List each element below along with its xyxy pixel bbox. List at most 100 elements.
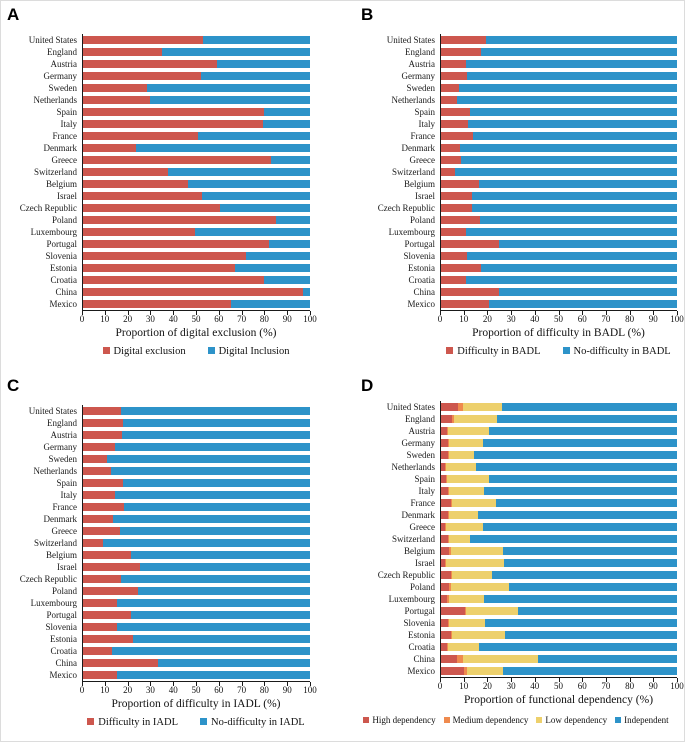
- category-label: Poland: [409, 215, 435, 225]
- bar-segment-independent: [488, 426, 677, 436]
- bar-segment-independent: [482, 522, 677, 532]
- bar-track: [82, 634, 310, 644]
- axis-tick-label: 40: [530, 314, 540, 324]
- bar-row: Netherlands: [347, 94, 684, 106]
- bar-row: United States: [7, 34, 345, 46]
- category-label: Croatia: [50, 275, 78, 285]
- category-label: Luxembourg: [388, 594, 435, 604]
- bar-segment-difficulty-in-iadl: [82, 550, 132, 560]
- bar-track: [440, 414, 677, 424]
- bar-segment-no-difficulty-in-iadl: [137, 586, 310, 596]
- category-label: Poland: [51, 586, 77, 596]
- bar-row: Czech Republic: [347, 569, 684, 581]
- bar-row: Portugal: [347, 238, 684, 250]
- bar-track: [440, 606, 677, 616]
- category-label: Sweden: [48, 83, 78, 93]
- bar-row: Croatia: [347, 274, 684, 286]
- axis-tick-label: 80: [259, 685, 269, 695]
- legend-item: Independent: [615, 715, 669, 725]
- category-label: Austria: [50, 430, 78, 440]
- bar-track: [440, 642, 677, 652]
- category-label: Israel: [415, 558, 435, 568]
- bar-segment-difficulty-in-badl: [440, 203, 472, 213]
- bar-segment-difficulty-in-iadl: [82, 490, 116, 500]
- bar-segment-high-dependency: [440, 498, 451, 508]
- bar-segment-digital-exclusion: [82, 179, 189, 189]
- legend-swatch: [443, 717, 450, 723]
- bar-segment-no-difficulty-in-badl: [486, 35, 677, 45]
- bar-segment-difficulty-in-iadl: [82, 622, 118, 632]
- bar-track: [440, 582, 677, 592]
- bar-segment-digital-exclusion: [82, 275, 265, 285]
- bar-segment-no-difficulty-in-badl: [471, 191, 677, 201]
- bar-segment-medium-dependency: [448, 618, 450, 628]
- axis-tick-label: 0: [437, 681, 443, 691]
- bar-row: Sweden: [347, 82, 684, 94]
- axis-tick: [310, 682, 311, 686]
- bar-track: [440, 215, 677, 225]
- legend-item: Digital Inclusion: [207, 346, 289, 357]
- bar-track: [440, 570, 677, 580]
- bar-row: Denmark: [7, 142, 345, 154]
- category-label: Denmark: [43, 514, 78, 524]
- legend-label: Digital exclusion: [113, 346, 186, 357]
- panel-a-label: A: [7, 5, 20, 24]
- bar-segment-digital-inclusion: [271, 155, 310, 165]
- bar-segment-low-dependency: [449, 618, 485, 628]
- category-label: Belgium: [404, 179, 435, 189]
- bar-segment-digital-exclusion: [82, 167, 168, 177]
- bar-row: England: [347, 46, 684, 58]
- bar-segment-difficulty-in-iadl: [82, 526, 120, 536]
- category-label: Germany: [43, 71, 78, 81]
- panel-c-label: C: [7, 376, 20, 395]
- bar-row: Belgium: [7, 178, 345, 190]
- bar-row: Greece: [7, 154, 345, 166]
- bar-segment-no-difficulty-in-badl: [466, 59, 677, 69]
- bar-track: [82, 143, 310, 153]
- category-label: Greece: [409, 155, 435, 165]
- bar-row: Poland: [7, 214, 345, 226]
- bar-track: [82, 562, 310, 572]
- bar-track: [82, 418, 310, 428]
- bar-segment-no-difficulty-in-iadl: [117, 622, 310, 632]
- bar-segment-digital-exclusion: [82, 227, 195, 237]
- axis-tick: [440, 678, 441, 682]
- bar-segment-independent: [483, 594, 677, 604]
- bar-segment-no-difficulty-in-iadl: [121, 430, 310, 440]
- bar-row: Italy: [7, 118, 345, 130]
- panel-b: B United States England Austria Germany Swed…: [347, 4, 684, 357]
- bar-segment-digital-inclusion: [216, 59, 310, 69]
- axis-tick: [82, 311, 83, 315]
- category-label: Greece: [51, 526, 77, 536]
- bar-segment-independent: [501, 402, 677, 412]
- bar-segment-high-dependency: [440, 462, 445, 472]
- bar-row: Luxembourg: [347, 593, 684, 605]
- axis-tick-label: 100: [303, 314, 317, 324]
- category-label: China: [55, 658, 78, 668]
- bar-track: [82, 490, 310, 500]
- bar-row: Switzerland: [7, 537, 345, 549]
- bar-segment-difficulty-in-badl: [440, 227, 467, 237]
- axis-tick: [196, 311, 197, 315]
- bar-row: Estonia: [7, 262, 345, 274]
- bar-segment-independent: [538, 654, 677, 664]
- bar-row: Poland: [347, 581, 684, 593]
- bar-row: United States: [347, 401, 684, 413]
- bar-segment-no-difficulty-in-iadl: [131, 610, 310, 620]
- axis-tick: [196, 682, 197, 686]
- legend-label: Medium dependency: [452, 715, 529, 725]
- bar-segment-digital-inclusion: [219, 203, 310, 213]
- bar-row: Belgium: [347, 178, 684, 190]
- axis-tick-label: 50: [191, 314, 201, 324]
- bar-segment-difficulty-in-badl: [440, 275, 467, 285]
- category-label: Spain: [414, 107, 435, 117]
- bar-segment-difficulty-in-iadl: [82, 418, 124, 428]
- bar-segment-low-dependency: [454, 414, 497, 424]
- bar-row: Estonia: [347, 262, 684, 274]
- bar-segment-independent: [505, 630, 677, 640]
- axis-tick: [653, 678, 655, 682]
- bar-segment-low-dependency: [449, 450, 475, 460]
- bar-row: Sweden: [7, 82, 345, 94]
- category-label: Netherlands: [391, 462, 435, 472]
- bar-row: France: [347, 497, 684, 509]
